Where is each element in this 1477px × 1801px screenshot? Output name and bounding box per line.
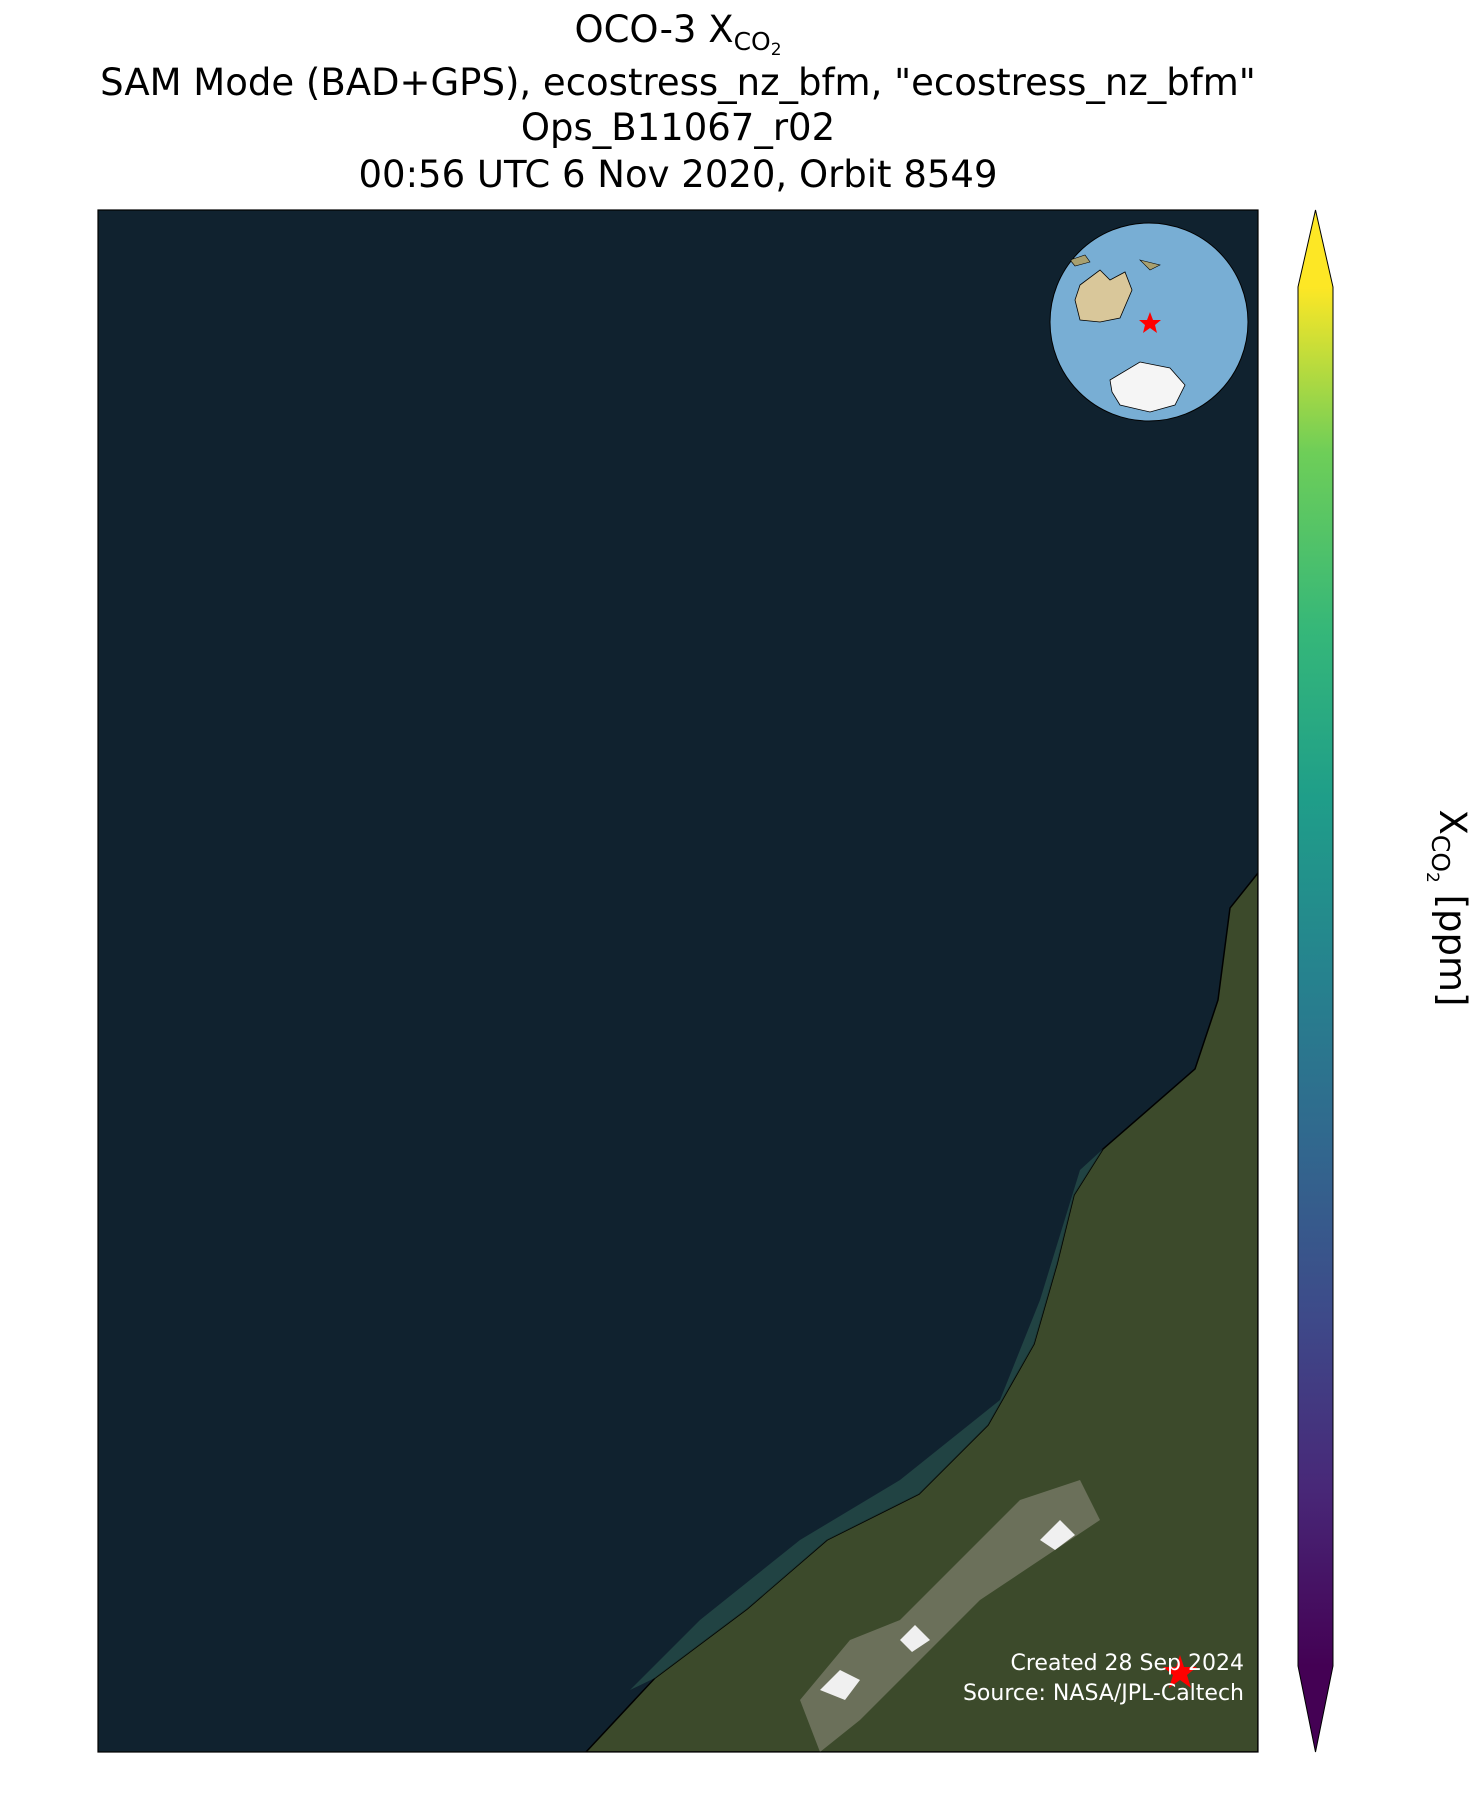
title-prefix: OCO-3 [574,8,708,51]
colorbar-extend-max [1298,210,1333,287]
map-background [98,210,1258,1752]
mountains [800,1480,1100,1752]
title: OCO-3 XCO2 [574,8,781,60]
subtitle: 00:56 UTC 6 Nov 2020, Orbit 8549 [359,153,998,196]
symbol-subsub: 2 [1422,872,1442,883]
colorbar-outline [1297,209,1334,1753]
inset-globe [1049,222,1249,422]
colorbar-label: XCO2 [ppm] [1422,810,1474,1007]
symbol-subsub: 2 [771,40,782,60]
unit: [ppm] [1431,883,1474,1007]
symbol: X [708,8,733,51]
globe-marker [1139,312,1161,333]
symbol: X [1431,810,1474,835]
australia [1074,269,1133,323]
symbol-sub: CO [1426,835,1455,872]
titles: OCO-3 XCO2 SAM Mode (BAD+GPS), ecostress… [100,8,1256,196]
credit: Created 28 Sep 2024 [1011,1651,1245,1676]
map-frame [97,209,1259,1753]
subtitle: SAM Mode (BAD+GPS), ecostress_nz_bfm, "e… [100,61,1256,104]
credit: Source: NASA/JPL-Caltech [963,1681,1244,1706]
colorbar-body [1298,287,1333,1666]
subtitle: Ops_B11067_r02 [521,106,835,149]
site-marker [1163,1655,1197,1688]
islands [1069,254,1161,271]
snow [820,1520,1075,1700]
colorbar-extend-min [1298,1666,1333,1752]
symbol-sub: CO [734,27,771,56]
antarctica [1109,361,1186,413]
colorbar: XCO2 [ppm] [1297,209,1474,1753]
